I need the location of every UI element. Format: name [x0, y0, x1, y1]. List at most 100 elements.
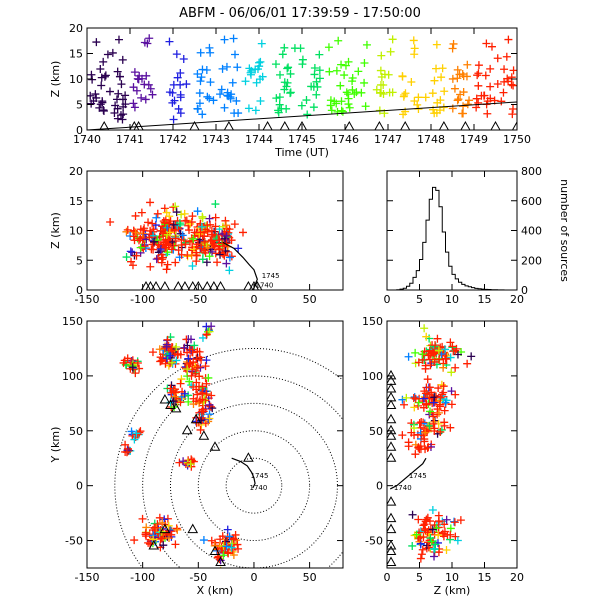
source-point — [234, 109, 243, 118]
station-marker — [170, 402, 182, 413]
source-point — [252, 78, 261, 87]
source-point — [229, 551, 238, 560]
source-point — [440, 406, 449, 415]
source-point — [324, 43, 333, 52]
source-point — [165, 88, 174, 97]
source-point — [352, 88, 361, 97]
source-point — [439, 382, 448, 391]
source-point — [504, 35, 513, 44]
source-point — [467, 352, 476, 361]
station-marker — [387, 383, 397, 393]
source-point — [419, 394, 428, 403]
y-tick-label: 5 — [76, 99, 83, 112]
y-tick-label: 150 — [62, 315, 83, 328]
source-point — [436, 427, 445, 436]
source-point — [486, 64, 495, 73]
source-point — [434, 408, 443, 417]
source-point — [411, 348, 420, 357]
source-point — [106, 218, 115, 227]
source-point — [225, 266, 234, 275]
source-point — [446, 353, 455, 362]
station-marker — [387, 452, 397, 462]
source-point — [434, 346, 443, 355]
station-marker — [387, 545, 397, 556]
source-point — [234, 244, 243, 253]
source-point — [223, 533, 232, 542]
station-marker — [133, 120, 144, 130]
source-point — [186, 459, 195, 468]
source-point — [474, 98, 483, 107]
source-point — [440, 520, 449, 529]
source-point — [103, 50, 112, 59]
source-point — [481, 71, 490, 80]
source-point — [508, 105, 517, 114]
source-point — [171, 234, 180, 243]
source-point — [176, 93, 185, 102]
x-tick-label: 15 — [478, 293, 492, 306]
source-point — [439, 363, 448, 372]
source-point — [138, 514, 147, 523]
source-point — [207, 322, 216, 331]
source-point — [422, 399, 431, 408]
source-point — [218, 532, 227, 541]
source-point — [251, 106, 260, 115]
source-point — [87, 70, 96, 79]
source-point — [431, 540, 440, 549]
storm-track — [222, 241, 258, 288]
source-point — [360, 59, 369, 68]
source-point — [126, 247, 135, 256]
source-point — [211, 222, 220, 231]
source-point — [176, 68, 185, 77]
station-marker — [387, 424, 397, 435]
source-point — [477, 91, 486, 100]
station-marker — [262, 120, 273, 130]
source-point — [148, 348, 157, 357]
source-point — [441, 354, 450, 363]
station-marker — [248, 280, 260, 290]
source-point — [177, 250, 186, 259]
x-tick-label: 1744 — [245, 133, 273, 146]
source-point — [297, 101, 306, 110]
y-axis-label: Z (km) — [49, 212, 62, 249]
source-point — [205, 214, 214, 223]
source-point — [184, 221, 193, 230]
y-tick-label: 100 — [62, 370, 83, 383]
zy-projection-panel: 1745 1740 0 5 10 15 20 -50 0 50 100 150 Z (km) — [362, 315, 524, 597]
source-point — [121, 440, 130, 449]
source-point — [187, 381, 196, 390]
source-point — [168, 98, 177, 107]
source-point — [133, 74, 142, 83]
source-point — [453, 96, 462, 105]
station-marker — [252, 280, 263, 290]
source-point — [137, 208, 146, 217]
station-marker — [387, 369, 397, 380]
source-point — [181, 216, 190, 225]
source-point — [227, 90, 236, 99]
source-point — [410, 424, 419, 433]
plot-frame — [86, 320, 344, 569]
source-point — [218, 64, 227, 73]
source-point — [172, 342, 181, 351]
plot-area: 1745 1740 — [114, 322, 343, 568]
source-point — [424, 543, 433, 552]
source-point — [278, 50, 287, 59]
source-point — [486, 94, 495, 103]
source-point — [114, 89, 123, 98]
source-point — [433, 98, 442, 107]
source-point — [193, 363, 202, 372]
source-point — [131, 228, 140, 237]
source-point — [169, 203, 178, 212]
source-point — [337, 60, 346, 69]
source-point — [271, 60, 280, 69]
source-point — [309, 82, 318, 91]
source-point — [223, 525, 232, 534]
x-axis-label: X (km) — [197, 584, 234, 597]
x-tick-label: -100 — [130, 571, 155, 584]
source-point — [440, 421, 449, 430]
range-ring — [225, 457, 283, 514]
source-point — [451, 390, 460, 399]
source-point — [202, 65, 211, 74]
source-point — [426, 442, 435, 451]
track-line — [87, 101, 517, 130]
source-point — [169, 220, 178, 229]
